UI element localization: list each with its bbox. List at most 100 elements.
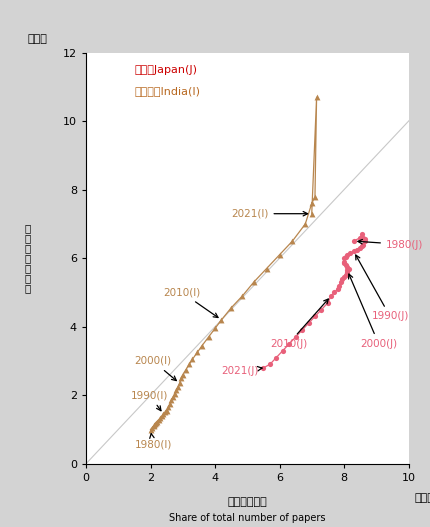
Point <box>341 259 347 268</box>
Point <box>313 93 320 102</box>
Point <box>339 275 346 283</box>
Point <box>342 252 349 261</box>
Point <box>163 406 170 415</box>
Point <box>149 424 156 432</box>
Point <box>186 360 193 369</box>
Point <box>147 425 154 434</box>
Point <box>344 269 350 278</box>
Point <box>212 324 218 333</box>
Point <box>302 220 309 228</box>
Point <box>183 365 190 374</box>
Point <box>311 312 318 320</box>
Point <box>360 240 367 249</box>
Text: 2010(I): 2010(I) <box>163 288 218 317</box>
Point <box>362 237 369 246</box>
Point <box>311 192 318 201</box>
Point <box>299 326 306 335</box>
Point <box>308 199 315 208</box>
Point <box>154 418 160 426</box>
Point <box>166 399 173 408</box>
Point <box>337 278 344 287</box>
Text: 日本：Japan(J): 日本：Japan(J) <box>134 65 197 75</box>
Text: 2021(J): 2021(J) <box>221 366 262 376</box>
Point <box>169 393 176 401</box>
Point <box>205 333 212 341</box>
Point <box>358 242 365 250</box>
Point <box>273 353 280 362</box>
Text: （％）: （％） <box>28 34 48 44</box>
Text: 被
引
用
数
シ
ェ
ア: 被 引 用 数 シ ェ ア <box>25 223 31 293</box>
Point <box>173 386 180 394</box>
Point <box>150 422 157 430</box>
Point <box>342 271 349 279</box>
Point <box>344 266 350 275</box>
Point <box>152 420 159 428</box>
Point <box>331 288 338 297</box>
Text: 1980(I): 1980(I) <box>134 434 172 450</box>
Text: 1980(J): 1980(J) <box>358 239 423 249</box>
Point <box>358 230 365 238</box>
Point <box>250 278 257 287</box>
Point <box>158 412 165 421</box>
Point <box>357 233 364 242</box>
Point <box>334 285 341 293</box>
Point <box>157 414 163 423</box>
Point <box>353 246 360 254</box>
Point <box>318 306 325 314</box>
Point <box>171 389 178 398</box>
Point <box>194 348 201 357</box>
Point <box>189 355 196 364</box>
Point <box>336 281 343 290</box>
Point <box>324 298 331 307</box>
Text: Share of total number of papers: Share of total number of papers <box>169 513 326 523</box>
Text: 2021(I): 2021(I) <box>231 209 307 219</box>
Point <box>328 292 335 300</box>
Point <box>228 304 235 312</box>
Point <box>175 383 181 391</box>
Point <box>165 403 172 412</box>
Point <box>341 254 347 262</box>
Text: 1990(I): 1990(I) <box>131 391 169 411</box>
Point <box>276 251 283 259</box>
Point <box>341 258 347 266</box>
Point <box>341 273 347 281</box>
Point <box>286 340 292 348</box>
Point <box>344 262 350 271</box>
Text: 1990(J): 1990(J) <box>356 255 409 321</box>
Point <box>218 316 225 324</box>
Point <box>178 374 184 383</box>
Text: インド：India(I): インド：India(I) <box>134 85 200 95</box>
Point <box>179 370 186 379</box>
Point <box>160 410 167 418</box>
Point <box>357 243 364 252</box>
Point <box>345 265 352 273</box>
Point <box>168 396 175 405</box>
Point <box>350 237 357 246</box>
Point <box>362 235 369 243</box>
Point <box>292 333 299 341</box>
Point <box>263 265 270 273</box>
Point <box>260 364 267 372</box>
Text: 2010(J): 2010(J) <box>270 299 329 349</box>
Point <box>342 261 349 269</box>
Point <box>267 360 273 369</box>
Text: 2000(J): 2000(J) <box>349 274 397 349</box>
Point <box>280 347 286 355</box>
Point <box>305 319 312 327</box>
Point <box>162 408 169 416</box>
Text: 2000(I): 2000(I) <box>134 356 176 380</box>
Point <box>350 247 357 256</box>
Point <box>153 419 160 427</box>
Point <box>347 249 354 257</box>
Point <box>151 421 158 430</box>
Point <box>239 292 246 300</box>
Point <box>289 237 296 246</box>
Text: 論文数シェア: 論文数シェア <box>227 496 267 506</box>
Point <box>176 379 183 387</box>
Text: Share of total number of citations: Share of total number of citations <box>0 176 1 340</box>
Point <box>155 416 162 424</box>
Point <box>344 251 350 259</box>
Point <box>199 341 206 350</box>
Point <box>344 268 350 276</box>
Point <box>360 233 367 242</box>
